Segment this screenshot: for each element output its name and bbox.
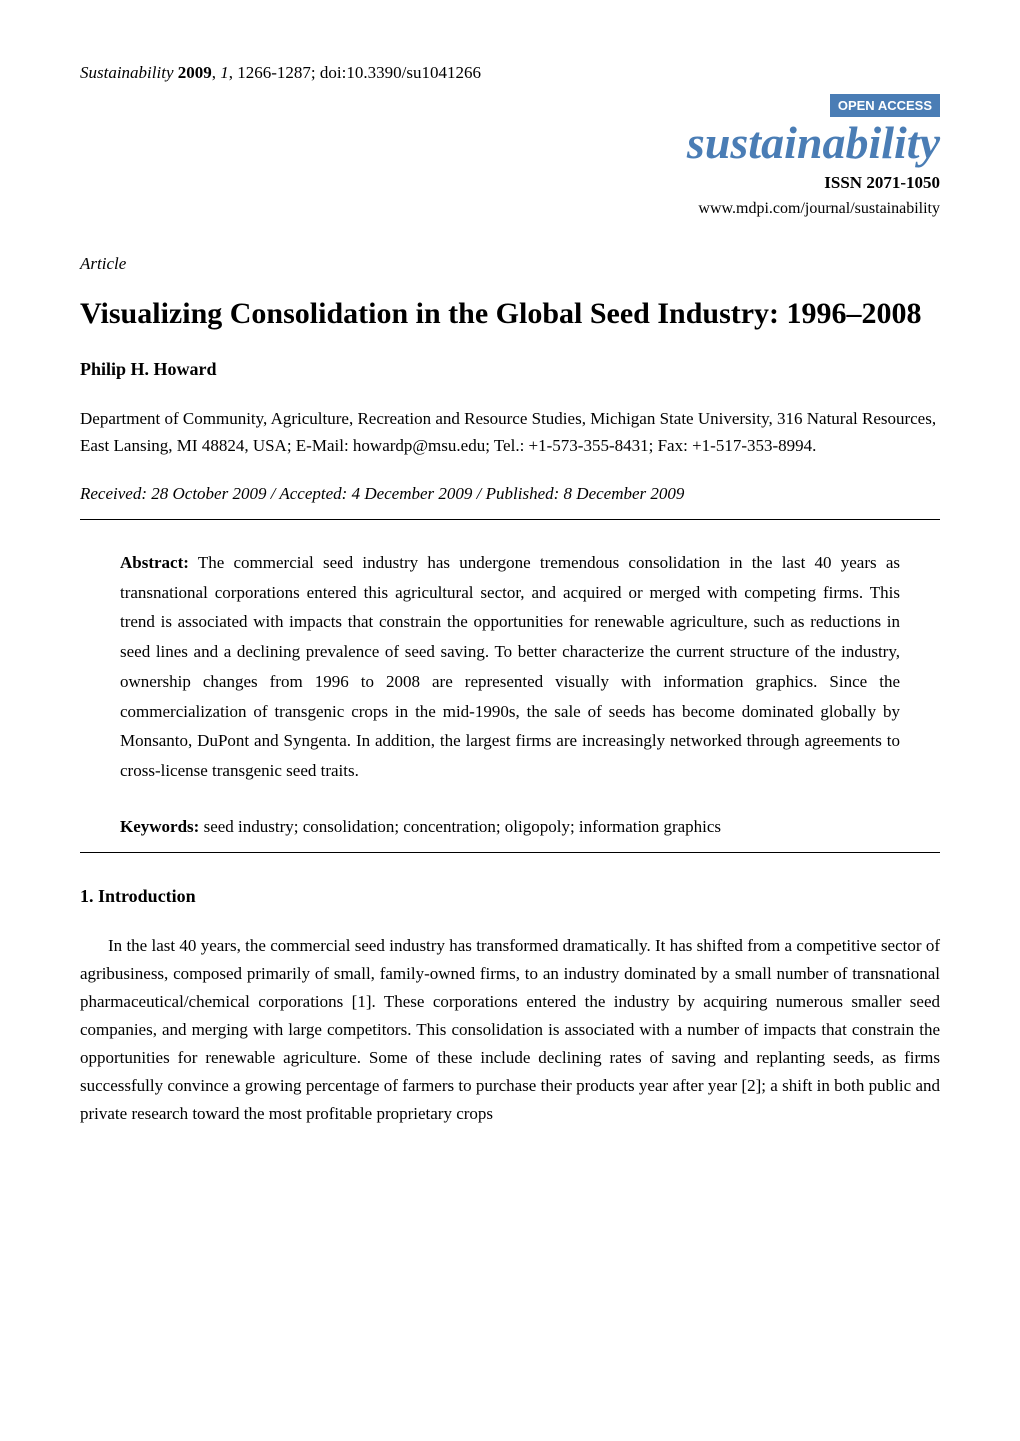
journal-volume: 1 bbox=[220, 63, 229, 82]
abstract-label: Abstract: bbox=[120, 553, 189, 572]
divider-top bbox=[80, 519, 940, 520]
abstract-paragraph: Abstract: The commercial seed industry h… bbox=[120, 548, 900, 786]
article-type: Article bbox=[80, 251, 940, 277]
keywords-paragraph: Keywords: seed industry; consolidation; … bbox=[120, 814, 900, 840]
divider-bottom bbox=[80, 852, 940, 853]
citation-separator-3: ; bbox=[311, 63, 320, 82]
open-access-badge: OPEN ACCESS bbox=[830, 94, 940, 118]
author-name: Philip H. Howard bbox=[80, 356, 940, 383]
journal-pages: 1266-1287 bbox=[237, 63, 311, 82]
section-1-heading: 1. Introduction bbox=[80, 883, 940, 910]
journal-citation-header: Sustainability 2009, 1, 1266-1287; doi:1… bbox=[80, 60, 940, 86]
journal-url: www.mdpi.com/journal/sustainability bbox=[80, 197, 940, 221]
journal-logo: sustainability bbox=[80, 120, 940, 166]
keywords-label: Keywords: bbox=[120, 817, 199, 836]
journal-issn: ISSN 2071-1050 bbox=[80, 170, 940, 196]
journal-doi: doi:10.3390/su1041266 bbox=[320, 63, 481, 82]
section-1-body: In the last 40 years, the commercial see… bbox=[80, 932, 940, 1128]
abstract-text: The commercial seed industry has undergo… bbox=[120, 553, 900, 780]
keywords-section: Keywords: seed industry; consolidation; … bbox=[80, 814, 940, 840]
journal-year: 2009 bbox=[178, 63, 212, 82]
article-title: Visualizing Consolidation in the Global … bbox=[80, 295, 940, 333]
author-affiliation: Department of Community, Agriculture, Re… bbox=[80, 405, 940, 459]
article-dates: Received: 28 October 2009 / Accepted: 4 … bbox=[80, 481, 940, 507]
abstract-section: Abstract: The commercial seed industry h… bbox=[80, 548, 940, 786]
keywords-text: seed industry; consolidation; concentrat… bbox=[199, 817, 721, 836]
journal-banner: OPEN ACCESS sustainability ISSN 2071-105… bbox=[80, 94, 940, 222]
citation-separator: , bbox=[212, 63, 221, 82]
journal-name: Sustainability bbox=[80, 63, 174, 82]
citation-separator-2: , bbox=[229, 63, 238, 82]
